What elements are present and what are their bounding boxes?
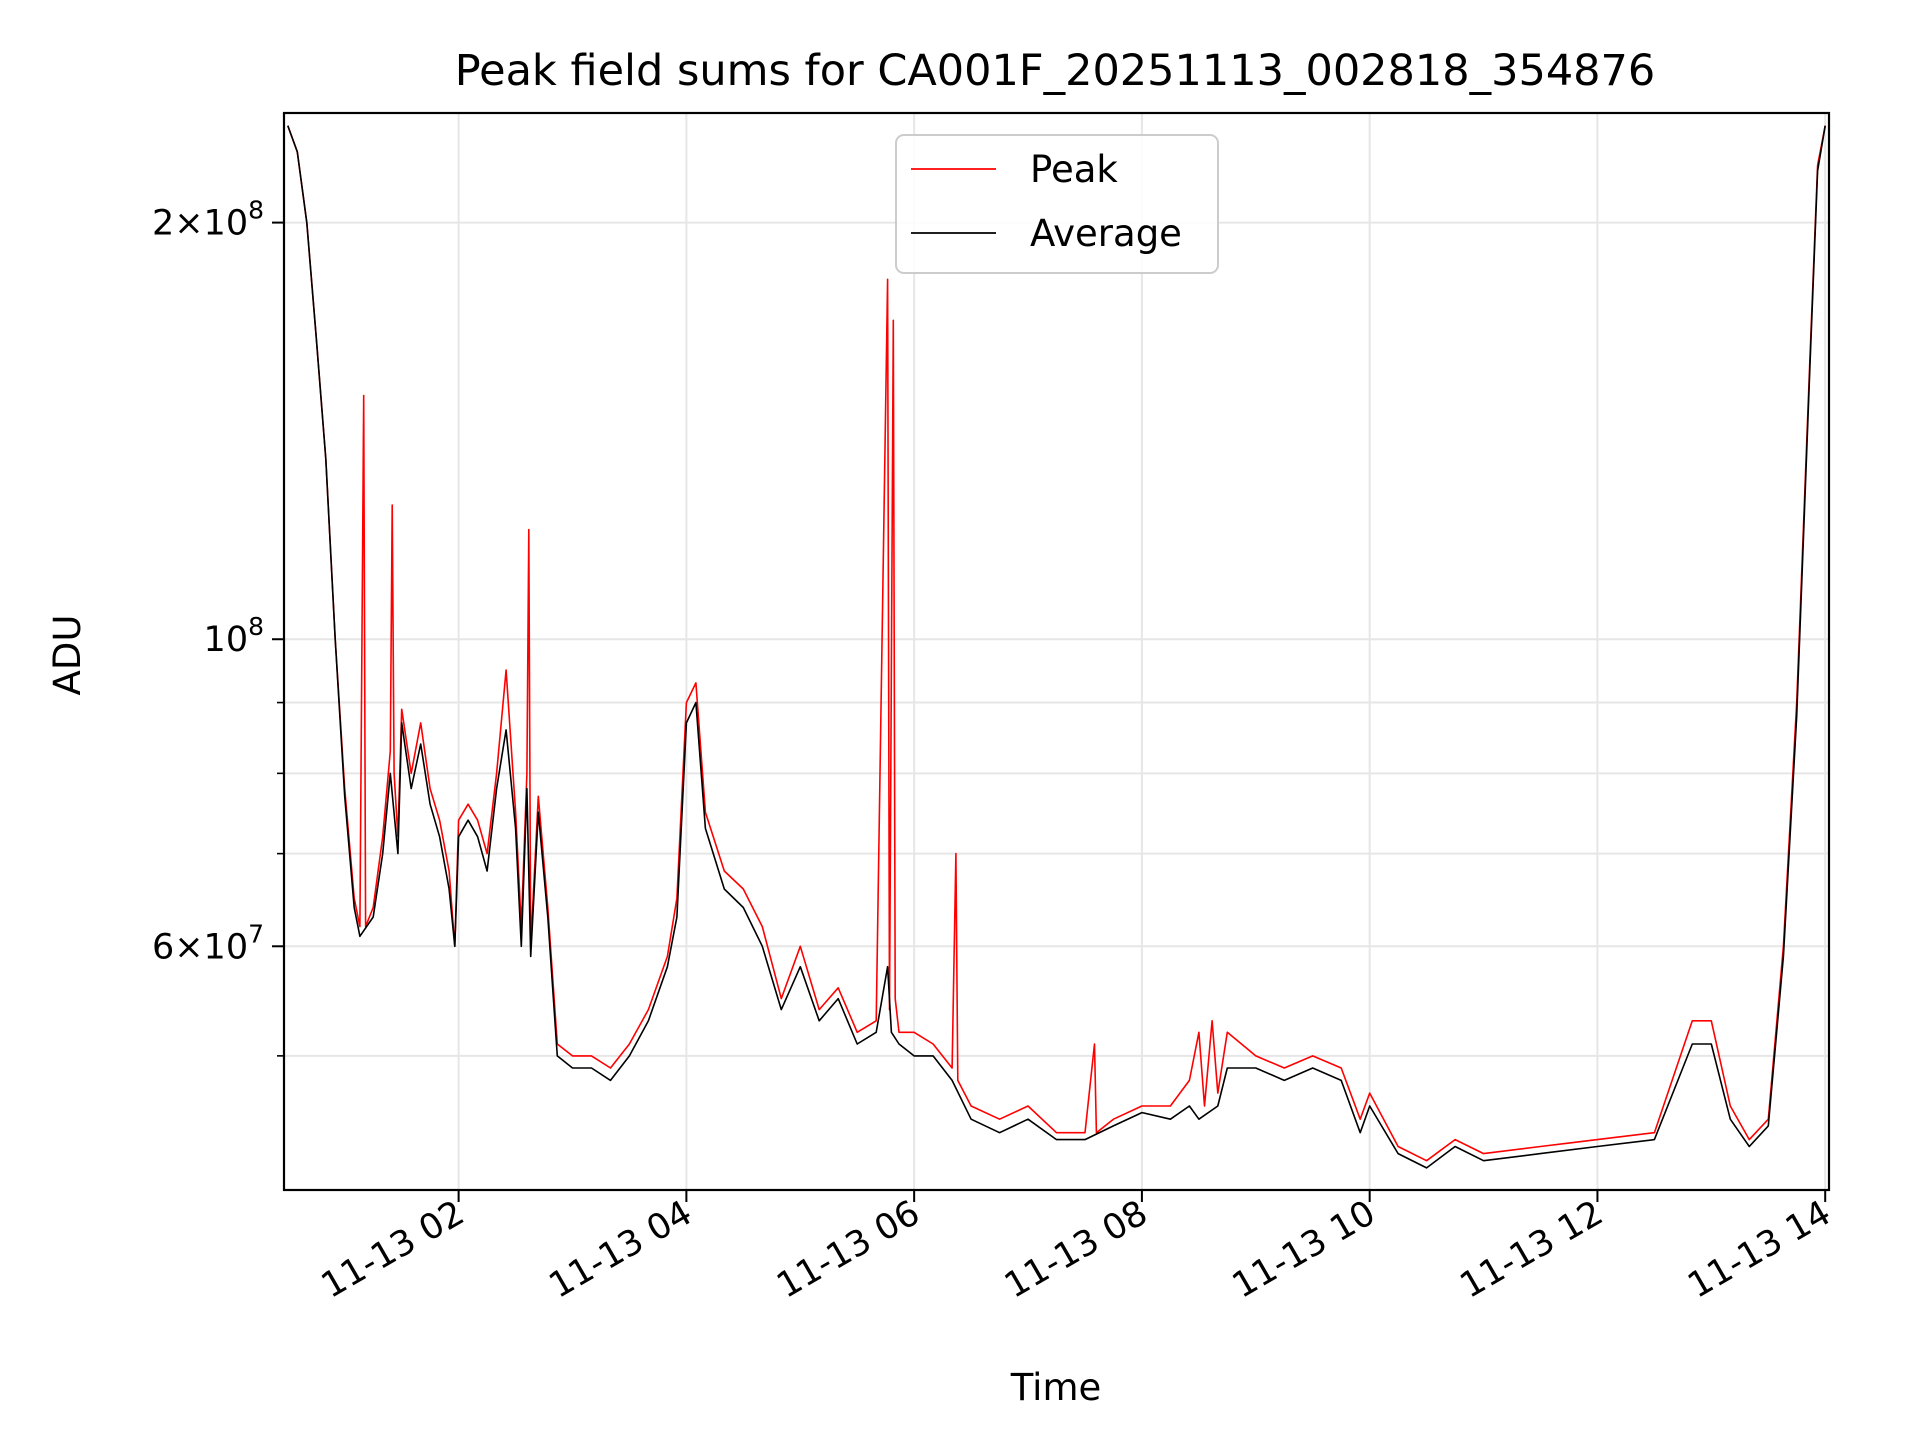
legend-label-peak: Peak — [1030, 148, 1118, 191]
legend: Peak Average — [895, 134, 1219, 274]
x-tick-label: 11-13 02 — [315, 1193, 471, 1306]
chart-title: Peak field sums for CA001F_20251113_0028… — [455, 46, 1656, 96]
legend-label-average: Average — [1030, 212, 1182, 255]
x-tick-label: 11-13 08 — [998, 1193, 1154, 1306]
x-tick-label: 11-13 10 — [1226, 1193, 1382, 1306]
x-tick-label: 11-13 04 — [543, 1193, 699, 1306]
series-line-average — [287, 125, 1826, 1169]
series-line-peak — [287, 125, 1826, 1162]
y-tick-label: 108 — [204, 612, 264, 660]
y-tick-label: 6×107 — [152, 919, 264, 967]
x-axis: 11-13 02 11-13 04 11-13 06 11-13 08 11-13 10… — [315, 1190, 1838, 1306]
x-tick-label: 11-13 12 — [1454, 1193, 1610, 1306]
x-tick-label: 11-13 14 — [1681, 1193, 1837, 1306]
y-tick-label: 2×108 — [152, 196, 264, 244]
y-axis-label: ADU — [46, 615, 89, 696]
series-layer — [287, 125, 1826, 1169]
x-axis-label: Time — [1010, 1366, 1102, 1409]
plot-frame — [282, 111, 1831, 1192]
x-tick-label: 11-13 06 — [770, 1193, 926, 1306]
y-axis: 2×108 108 6×107 — [152, 196, 284, 1057]
grid — [284, 113, 1829, 1190]
